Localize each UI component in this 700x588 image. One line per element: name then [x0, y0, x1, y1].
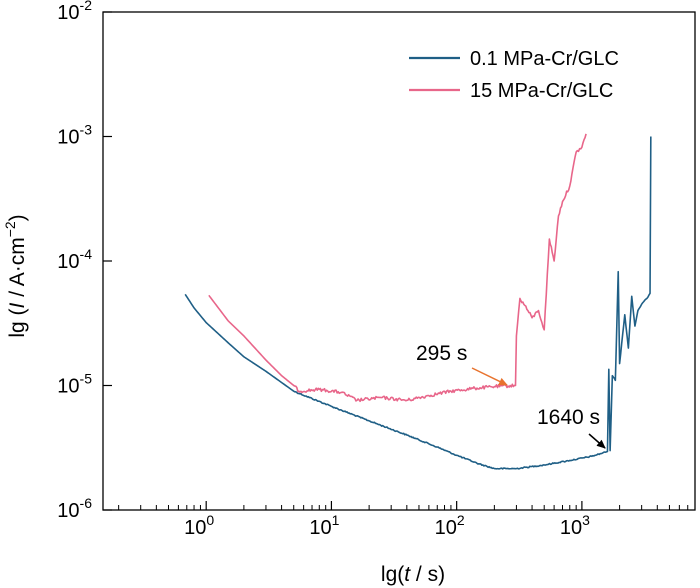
- y-tick-label-1: 10-5: [57, 371, 92, 398]
- x-tick-label-1: 101: [309, 512, 339, 539]
- series-line-0: [184, 136, 652, 470]
- annotation-1640s-arrow: [588, 433, 606, 449]
- y-tick-labels: 10-6 10-5 10-4 10-3 10-2: [57, 0, 92, 522]
- x-tick-label-3: 103: [560, 512, 590, 539]
- x-axis-title: lg(t / s): [381, 563, 445, 586]
- annotations: 295 s 1640 s: [416, 342, 606, 449]
- series-line-1: [208, 133, 587, 403]
- y-tick-label-2: 10-4: [57, 246, 92, 273]
- annotation-295s-label: 295 s: [416, 342, 467, 365]
- series-layer: [184, 133, 652, 470]
- annotation-1640s-label: 1640 s: [537, 406, 600, 429]
- y-tick-label-4: 10-2: [57, 0, 92, 24]
- y-tick-label-0: 10-6: [57, 495, 92, 522]
- x-tick-label-2: 102: [435, 512, 465, 539]
- legend-label-0: 0.1 MPa-Cr/GLC: [470, 48, 619, 70]
- legend: 0.1 MPa-Cr/GLC 15 MPa-Cr/GLC: [409, 48, 619, 102]
- legend-label-1: 15 MPa-Cr/GLC: [470, 80, 613, 102]
- y-tick-label-3: 10-3: [57, 122, 92, 149]
- y-axis-title: lg (I / A·cm−2): [2, 214, 29, 337]
- x-tick-labels: 100 101 102 103: [184, 512, 590, 539]
- plot-area: [102, 11, 696, 511]
- annotation-295s-arrow: [471, 367, 508, 386]
- x-tick-label-0: 100: [184, 512, 214, 539]
- ticks-layer: [103, 11, 696, 511]
